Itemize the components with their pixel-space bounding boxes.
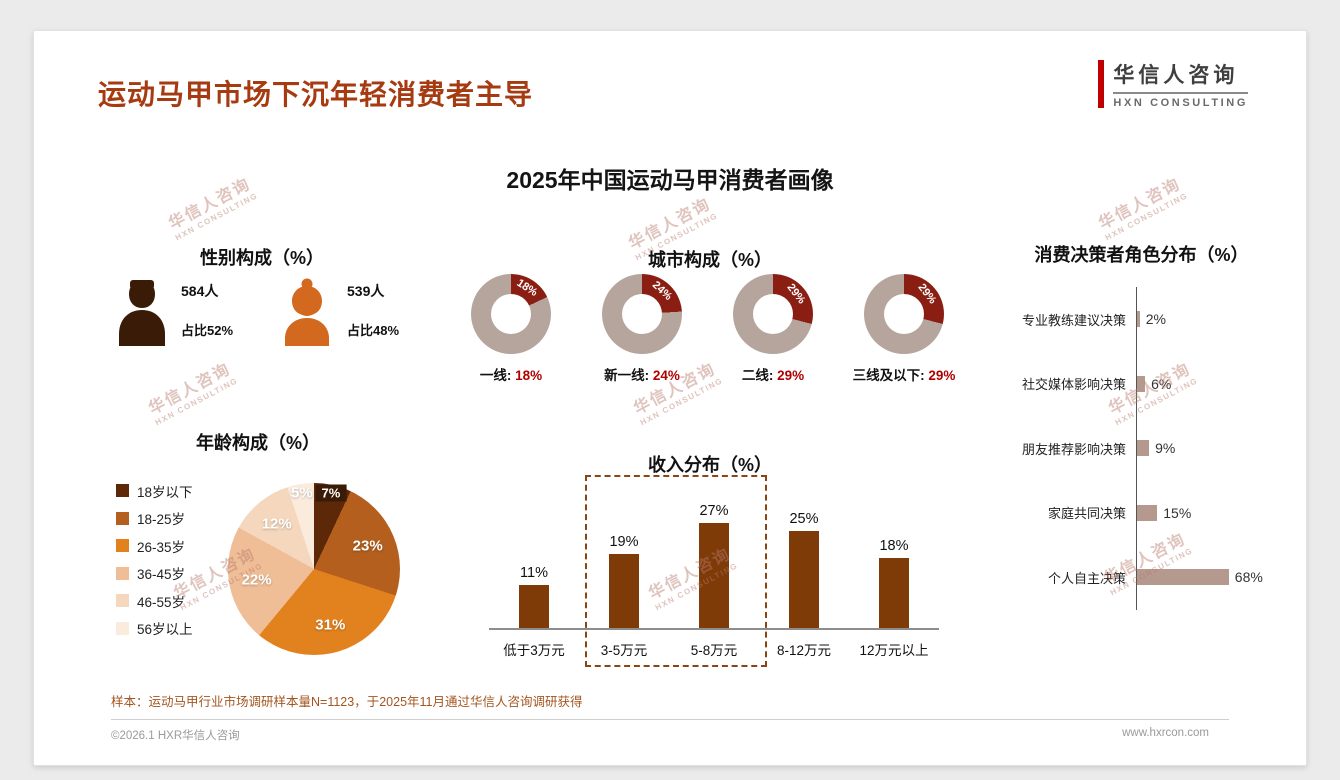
decision-section-title: 消费决策者角色分布（%） — [1034, 245, 1249, 265]
income-x-label: 5-8万元 — [690, 643, 738, 658]
logo-name-cn: 华信人咨询 — [1113, 59, 1248, 94]
income-bar: 25% — [759, 511, 849, 628]
pie-slice-value: 22% — [241, 571, 272, 589]
pie-slice-value: 23% — [352, 537, 383, 555]
income-x-labels: 低于3万元 3-5万元 5-8万元 8-12万元 12万元以上 — [489, 630, 939, 659]
male-share: 占比52% — [181, 323, 234, 338]
decision-bar-chart: 专业教练建议决策 2% 社交媒体影响决策 6% 朋友推荐影响决策 9% 家庭共同决策 15% 个… — [979, 287, 1301, 610]
legend-swatch — [116, 484, 129, 498]
slide-card: 运动马甲市场下沉年轻消费者主导 华信人咨询 HXN CONSULTING 202… — [33, 30, 1307, 766]
footer-copyright: ©2026.1 HXR华信人咨询 — [111, 730, 240, 742]
male-stats: 584人 占比52% — [181, 281, 233, 339]
sample-note: 样本：运动马甲行业市场调研样本量N=1123，于2025年11月通过华信人咨询调… — [111, 695, 583, 709]
income-x-label: 3-5万元 — [600, 643, 648, 658]
page-title: 运动马甲市场下沉年轻消费者主导 — [98, 79, 534, 110]
pie-slice-value: 31% — [315, 616, 346, 634]
legend-swatch — [116, 566, 129, 580]
legend-item: 26-35岁 — [116, 532, 193, 560]
decision-row: 专业教练建议决策 2% — [979, 287, 1301, 352]
decision-row: 个人自主决策 68% — [979, 545, 1301, 610]
city-donut-charts: 18% 一线: 18% 24% 新一线: 24% 29% 二线: 29% 29% 三线及以下:… — [449, 274, 966, 384]
decision-row: 朋友推荐影响决策 9% — [979, 416, 1301, 481]
footer-url: www.hxrcon.com — [1122, 727, 1209, 739]
legend-item: 46-55岁 — [116, 587, 193, 615]
donut-caption: 二线: 29% — [741, 368, 805, 383]
pie-slice-value: 12% — [261, 515, 292, 533]
legend-swatch — [116, 594, 129, 608]
legend-swatch — [116, 621, 129, 635]
income-bars: 11% 19% 27% 25% 18% — [489, 483, 939, 630]
logo-icon — [1098, 60, 1105, 108]
logo-name-en: HXN CONSULTING — [1113, 97, 1248, 109]
donut-caption: 一线: 18% — [479, 368, 543, 383]
legend-item: 18岁以下 — [116, 477, 193, 505]
income-bar: 18% — [849, 538, 939, 628]
chart-main-title: 2025年中国运动马甲消费者画像 — [506, 167, 834, 193]
income-bar: 27% — [669, 503, 759, 628]
age-legend: 18岁以下 18-25岁 26-35岁 36-45岁 46-55岁 56岁以上 — [116, 477, 193, 642]
city-donut: 29% 三线及以下: 29% — [842, 274, 966, 384]
age-pie-chart: 7% 23% 31% 22% 12% 5% — [228, 483, 400, 655]
city-donut: 29% 二线: 29% — [711, 274, 835, 384]
income-x-label: 8-12万元 — [776, 643, 832, 658]
female-share: 占比48% — [347, 323, 400, 338]
gender-section-title: 性别构成（%） — [200, 248, 325, 268]
income-x-label: 12万元以上 — [859, 643, 929, 658]
logo-text: 华信人咨询 HXN CONSULTING — [1113, 59, 1248, 109]
decision-row: 社交媒体影响决策 6% — [979, 351, 1301, 416]
female-count: 539人 — [347, 283, 385, 299]
legend-swatch — [116, 539, 129, 553]
pie-slice-value: 5% — [291, 484, 313, 502]
age-section-title: 年龄构成（%） — [196, 433, 321, 453]
watermark: 华信人咨询 HXN CONSULTING — [146, 360, 240, 428]
legend-item: 56岁以上 — [116, 615, 193, 643]
legend-item: 18-25岁 — [116, 505, 193, 533]
income-highlight-box — [585, 475, 767, 667]
donut-caption: 三线及以下: 29% — [852, 368, 956, 383]
income-bar: 11% — [489, 565, 579, 628]
donut-caption: 新一线: 24% — [604, 368, 680, 383]
logo: 华信人咨询 HXN CONSULTING — [1098, 59, 1248, 109]
city-donut: 18% 一线: 18% — [449, 274, 573, 384]
female-stats: 539人 占比48% — [347, 281, 399, 339]
pie-slice-value: 7% — [315, 484, 347, 502]
income-section-title: 收入分布（%） — [647, 455, 772, 475]
legend-item: 36-45岁 — [116, 560, 193, 588]
female-icon — [279, 277, 335, 352]
footer-divider — [111, 719, 1229, 720]
city-donut: 24% 新一线: 24% — [580, 274, 704, 384]
legend-swatch — [116, 511, 129, 525]
male-icon — [114, 277, 170, 352]
income-bar-chart: 11% 19% 27% 25% 18% 低于3万元 3-5万元 5-8万元 8-12万元 12万… — [489, 475, 939, 667]
income-x-label: 低于3万元 — [503, 643, 565, 658]
decision-row: 家庭共同决策 15% — [979, 480, 1301, 545]
income-bar: 19% — [579, 534, 669, 628]
male-count: 584人 — [181, 283, 219, 299]
city-section-title: 城市构成（%） — [647, 250, 772, 270]
